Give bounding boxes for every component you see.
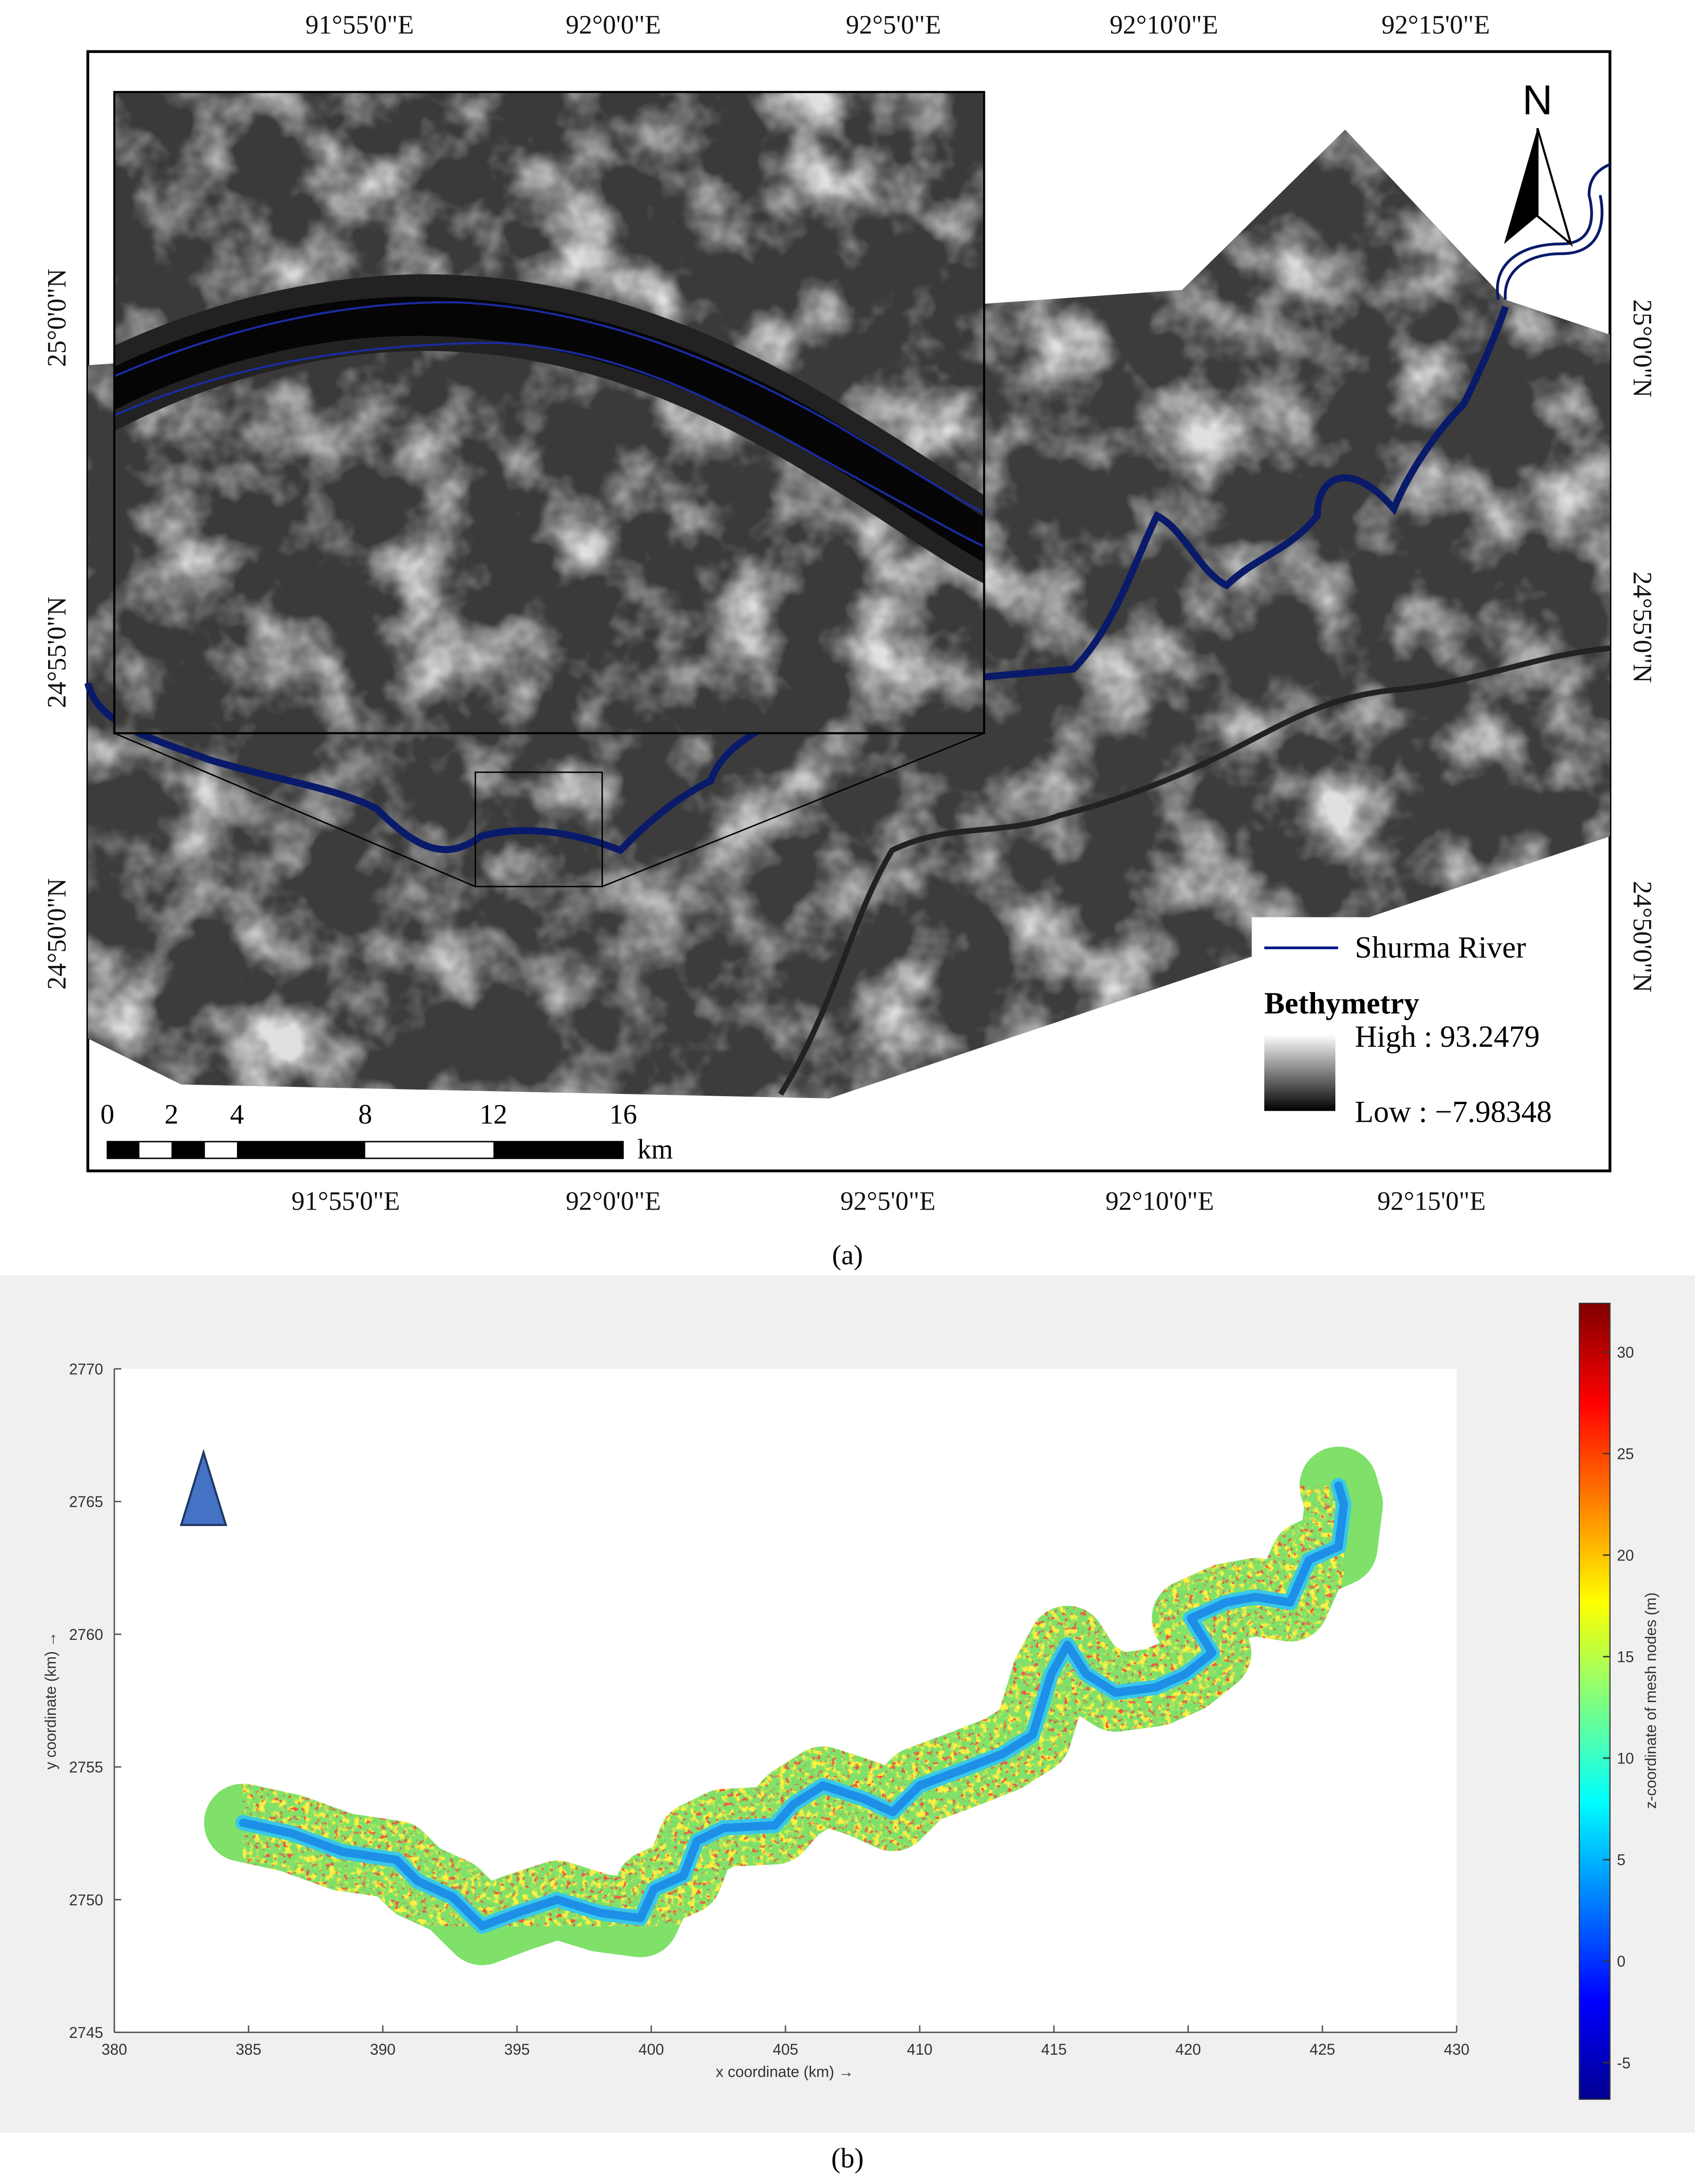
lat-label: 25°0'0"N <box>1628 299 1657 398</box>
colorbar-tick-label: 0 <box>1617 1954 1625 1970</box>
colorbar-tick-label: 20 <box>1617 1548 1634 1564</box>
x-tick-label: 430 <box>1444 2041 1470 2058</box>
lon-label: 92°5'0"E <box>840 1187 936 1216</box>
lon-label: 91°55'0"E <box>305 10 414 39</box>
scale-label: 0 <box>100 1099 114 1130</box>
inset-frame <box>113 91 985 734</box>
lon-label: 91°55'0"E <box>291 1187 400 1216</box>
colorbar-tick-label: 5 <box>1617 1852 1625 1869</box>
y-tick-label: 2765 <box>69 1494 103 1511</box>
lon-label: 92°10'0"E <box>1110 10 1218 39</box>
river-upstream <box>1496 163 1611 300</box>
lon-label: 92°5'0"E <box>846 10 941 39</box>
x-tick-label: 415 <box>1041 2041 1067 2058</box>
inset <box>114 92 985 733</box>
zoom-line <box>114 733 476 887</box>
zoom-line <box>601 732 985 887</box>
legend: Shurma River Bethymetry High : 93.2479 L… <box>1252 917 1601 1140</box>
x-tick-label: 390 <box>370 2041 395 2058</box>
y-tick-label: 2750 <box>69 1892 103 1909</box>
scale-label: 12 <box>480 1099 507 1130</box>
x-tick-label: 425 <box>1310 2041 1335 2058</box>
colorbar-tick-label: 25 <box>1617 1446 1634 1462</box>
scale-label: 8 <box>358 1099 372 1130</box>
legend-high: High : 93.2479 <box>1355 1020 1540 1054</box>
scale-bar <box>106 1141 624 1159</box>
caption: (b) <box>831 2143 864 2174</box>
scale-label: 4 <box>230 1099 244 1130</box>
zoom-box <box>474 771 603 887</box>
y-tick-label: 2745 <box>69 2025 103 2041</box>
y-tick-label: 2760 <box>69 1627 103 1643</box>
x-tick-label: 395 <box>504 2041 530 2058</box>
lon-label: 92°15'0"E <box>1381 10 1490 39</box>
x-tick-label: 420 <box>1176 2041 1201 2058</box>
colorbar-tick-label: 10 <box>1617 1751 1634 1767</box>
legend-title: Bethymetry <box>1264 986 1419 1020</box>
river-centerline <box>239 1481 1348 1931</box>
y-tick-label: 2755 <box>69 1759 103 1776</box>
colorbar-tick-label: 30 <box>1617 1344 1634 1361</box>
legend-gradient <box>1264 1034 1336 1111</box>
lat-label: 24°55'0"N <box>1628 571 1657 683</box>
colorbar-tick-label: 15 <box>1617 1649 1634 1666</box>
x-tick-label: 410 <box>907 2041 932 2058</box>
x-tick-label: 385 <box>236 2041 261 2058</box>
lat-label: 25°0'0"N <box>42 269 71 367</box>
secondary-river <box>778 645 1610 1096</box>
x-tick-label: 405 <box>773 2041 798 2058</box>
plot-area <box>114 1368 1457 2033</box>
lon-label: 92°15'0"E <box>1377 1187 1486 1216</box>
lat-label: 24°50'0"N <box>42 878 71 990</box>
lat-label: 24°50'0"N <box>1628 881 1657 992</box>
x-axis-label: x coordinate (km) → <box>716 2064 854 2080</box>
lon-label: 92°10'0"E <box>1105 1187 1214 1216</box>
y-axis-label: y coordinate (km) → <box>42 1631 59 1770</box>
north-marker <box>180 1449 227 1526</box>
colorbar-tick-label: -5 <box>1617 2055 1631 2072</box>
legend-low: Low : −7.98348 <box>1355 1095 1552 1129</box>
caption: (a) <box>832 1240 863 1271</box>
x-tick-label: 400 <box>639 2041 664 2058</box>
legend-label: Shurma River <box>1355 931 1526 965</box>
y-tick-label: 2770 <box>69 1361 103 1378</box>
colorbar-label: z-coordinate of mesh nodes (m) <box>1643 1592 1660 1808</box>
scale-label: 2 <box>165 1099 179 1130</box>
lon-label: 92°0'0"E <box>566 10 661 39</box>
scale-label: 16 <box>609 1099 637 1130</box>
scale-unit: km <box>637 1134 673 1165</box>
colorbar <box>1578 1303 1611 2100</box>
lon-label: 92°0'0"E <box>566 1187 661 1216</box>
x-tick-label: 380 <box>101 2041 127 2058</box>
north-label: N <box>1522 77 1552 124</box>
lat-label: 24°55'0"N <box>42 597 71 708</box>
plot <box>204 1447 1383 1966</box>
